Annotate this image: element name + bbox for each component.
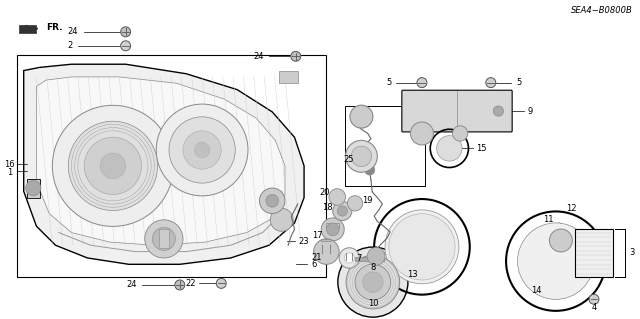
Text: 5: 5 [386, 78, 392, 87]
Polygon shape [575, 229, 613, 277]
Polygon shape [326, 223, 339, 228]
Text: SEA4−B0800B: SEA4−B0800B [570, 6, 632, 15]
Circle shape [346, 140, 378, 172]
Circle shape [344, 253, 355, 263]
Circle shape [339, 248, 360, 268]
Polygon shape [36, 77, 285, 245]
Circle shape [333, 201, 352, 220]
Circle shape [156, 104, 248, 196]
Bar [346, 106, 425, 187]
Circle shape [145, 220, 183, 258]
Circle shape [518, 223, 594, 299]
Circle shape [266, 194, 278, 207]
Bar [17, 55, 326, 277]
Circle shape [326, 223, 339, 236]
Circle shape [100, 153, 125, 179]
Circle shape [337, 206, 348, 216]
Circle shape [355, 264, 391, 300]
Circle shape [452, 126, 468, 141]
Circle shape [338, 247, 408, 317]
Circle shape [52, 105, 173, 226]
Polygon shape [27, 179, 40, 197]
Text: 5: 5 [516, 78, 522, 87]
Circle shape [417, 78, 427, 88]
Circle shape [291, 51, 301, 61]
Circle shape [121, 27, 131, 37]
Text: 15: 15 [476, 144, 486, 153]
Circle shape [175, 280, 185, 290]
Circle shape [351, 146, 372, 167]
Circle shape [367, 248, 385, 265]
Text: 11: 11 [543, 215, 554, 224]
Text: 6: 6 [311, 260, 316, 269]
Circle shape [121, 41, 131, 51]
Circle shape [314, 239, 339, 264]
Text: 3: 3 [630, 248, 635, 257]
Text: 25: 25 [344, 155, 354, 164]
Text: 14: 14 [531, 286, 542, 295]
Circle shape [350, 105, 373, 128]
Circle shape [389, 214, 455, 280]
Circle shape [486, 78, 496, 88]
Circle shape [270, 208, 293, 231]
Circle shape [385, 210, 459, 284]
Polygon shape [159, 229, 169, 249]
Text: 21: 21 [311, 254, 321, 263]
FancyBboxPatch shape [402, 90, 512, 132]
Circle shape [329, 189, 346, 205]
Text: 20: 20 [320, 188, 330, 197]
Circle shape [436, 136, 462, 161]
Circle shape [195, 142, 210, 158]
Circle shape [410, 122, 433, 145]
Polygon shape [321, 239, 332, 241]
Polygon shape [24, 64, 304, 264]
Text: 19: 19 [362, 196, 372, 205]
Circle shape [259, 188, 285, 213]
Circle shape [365, 165, 375, 175]
Circle shape [216, 278, 226, 288]
Circle shape [348, 196, 363, 211]
Circle shape [493, 106, 504, 116]
Text: 9: 9 [527, 107, 533, 115]
Circle shape [183, 131, 221, 169]
Circle shape [549, 229, 572, 252]
Polygon shape [278, 70, 298, 83]
Circle shape [346, 255, 399, 309]
Text: 4: 4 [591, 303, 596, 312]
Text: 24: 24 [253, 52, 264, 61]
Polygon shape [355, 257, 369, 261]
Circle shape [152, 227, 175, 250]
Text: 16: 16 [4, 160, 15, 169]
Polygon shape [368, 252, 384, 261]
Circle shape [26, 181, 41, 196]
Text: 13: 13 [407, 270, 418, 279]
Text: 12: 12 [566, 204, 577, 212]
Text: 17: 17 [312, 231, 323, 240]
Circle shape [84, 137, 141, 195]
Text: 2: 2 [68, 41, 73, 50]
Text: 22: 22 [186, 279, 196, 288]
Polygon shape [19, 25, 36, 33]
Circle shape [169, 117, 236, 183]
Circle shape [589, 294, 599, 304]
Text: 8: 8 [370, 263, 376, 272]
Text: 10: 10 [367, 299, 378, 308]
Text: 1: 1 [7, 168, 12, 177]
Text: 7: 7 [356, 255, 362, 263]
Text: 24: 24 [127, 280, 137, 289]
Circle shape [363, 272, 383, 292]
Text: 23: 23 [298, 237, 308, 246]
Text: FR.: FR. [46, 23, 63, 32]
Text: 24: 24 [67, 27, 78, 36]
Circle shape [321, 218, 344, 241]
Circle shape [68, 121, 157, 211]
Text: 18: 18 [323, 203, 333, 211]
